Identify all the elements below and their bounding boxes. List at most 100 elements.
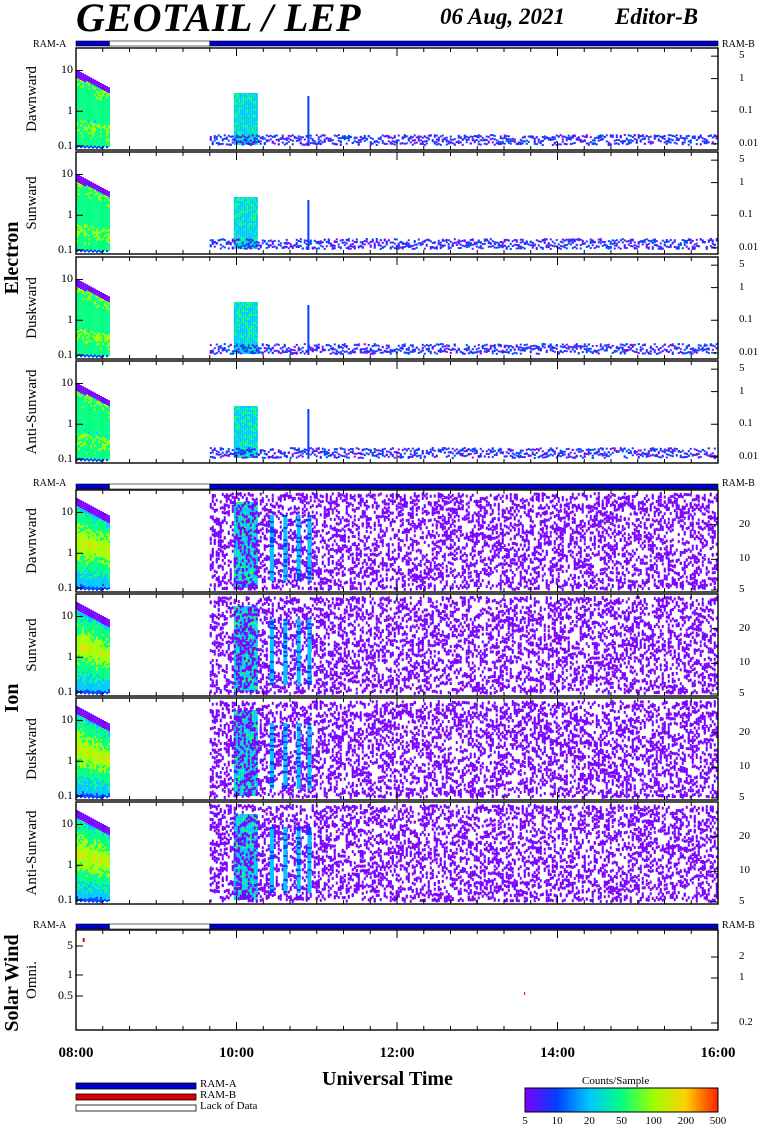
spectrogram-cell bbox=[84, 313, 86, 316]
spectrogram-cell bbox=[501, 246, 504, 249]
spectrogram-cell bbox=[255, 233, 258, 235]
spectrogram-cell bbox=[100, 204, 102, 207]
spectrogram-cell bbox=[94, 328, 96, 331]
spectrogram-cell bbox=[681, 141, 684, 144]
spectrogram-cell bbox=[235, 121, 238, 123]
spectrogram-cell bbox=[104, 340, 106, 343]
spectrogram-cell bbox=[407, 139, 410, 142]
spectrogram-cell bbox=[259, 347, 262, 350]
spectrogram-cell bbox=[367, 344, 370, 347]
spectrogram-cell bbox=[521, 136, 524, 139]
spectrogram-cell bbox=[90, 326, 92, 329]
spectrogram-cell bbox=[102, 241, 104, 244]
spectrogram-cell bbox=[241, 314, 244, 316]
spectrogram-cell bbox=[102, 143, 104, 146]
spectrogram-cell bbox=[233, 197, 236, 199]
spectrogram-cell bbox=[78, 213, 80, 216]
spectrogram-cell bbox=[102, 344, 104, 347]
spectrogram-cell bbox=[249, 308, 252, 310]
spectrogram-cell bbox=[441, 350, 444, 353]
spectrogram-cell bbox=[104, 318, 106, 321]
spectrogram-cell bbox=[80, 307, 82, 310]
spectrogram-cell bbox=[337, 134, 340, 137]
spectrogram-cell bbox=[92, 108, 94, 111]
spectrogram-cell bbox=[80, 246, 82, 249]
spectrogram-cell bbox=[86, 87, 88, 90]
spectrogram-cell bbox=[100, 242, 102, 245]
spectrogram-cell bbox=[667, 246, 670, 249]
spectrogram-cell bbox=[104, 338, 106, 341]
spectrogram-cell bbox=[631, 135, 634, 138]
spectrogram-cell bbox=[88, 349, 90, 352]
spectrogram-cell bbox=[545, 244, 548, 247]
spectrogram-cell bbox=[245, 203, 248, 205]
spectrogram-cell bbox=[92, 236, 94, 239]
spectrogram-cell bbox=[255, 213, 258, 215]
spectrogram-cell bbox=[106, 102, 108, 105]
spectrogram-cell bbox=[277, 139, 280, 142]
spectrogram-cell bbox=[90, 225, 92, 228]
spectrogram-cell bbox=[549, 349, 552, 352]
spectrogram-cell bbox=[527, 140, 530, 143]
spectrogram-cell bbox=[102, 235, 104, 238]
spectrogram-cell bbox=[80, 112, 82, 115]
spectrogram-cell bbox=[345, 238, 348, 241]
spectrogram-cell bbox=[463, 135, 466, 138]
spectrogram-cell bbox=[76, 331, 78, 333]
spectrogram-cell bbox=[90, 350, 92, 353]
spectrogram-cell bbox=[78, 99, 80, 102]
spectrogram-cell bbox=[253, 304, 256, 306]
spectrogram-cell bbox=[465, 244, 468, 247]
spectrogram-cell bbox=[78, 233, 80, 236]
spectrogram-cell bbox=[249, 324, 252, 326]
spectrogram-cell bbox=[88, 333, 90, 336]
spectrogram-cell bbox=[479, 244, 482, 247]
spectrogram-cell bbox=[441, 239, 444, 242]
spectrogram-cell bbox=[92, 345, 94, 348]
spectrogram-cell bbox=[491, 245, 494, 248]
spectrogram-cell bbox=[255, 123, 258, 125]
spectrogram-cell bbox=[82, 219, 84, 222]
spectrogram-cell bbox=[583, 348, 586, 351]
spectrogram-cell bbox=[553, 350, 556, 353]
spectrogram-cell bbox=[98, 306, 100, 309]
spectrogram-cell bbox=[239, 111, 242, 113]
spectrogram-cell bbox=[84, 319, 86, 322]
spectrogram-cell bbox=[239, 314, 242, 316]
spectrogram-cell bbox=[108, 223, 110, 226]
spectrogram-cell bbox=[84, 210, 86, 213]
spectrogram-cell bbox=[381, 346, 384, 349]
spectrogram-cell bbox=[92, 313, 94, 316]
spectrogram-cell bbox=[387, 350, 390, 353]
spectrogram-cell bbox=[519, 343, 522, 346]
spectrogram-cell bbox=[251, 133, 254, 135]
spectrogram-cell bbox=[253, 235, 256, 237]
spectrogram-cell bbox=[245, 133, 248, 135]
spectrogram-cell bbox=[100, 88, 102, 91]
spectrogram-cell bbox=[76, 281, 78, 283]
spectrogram-cell bbox=[98, 105, 100, 108]
spectrogram-cell bbox=[243, 336, 246, 338]
spectrogram-cell bbox=[88, 325, 90, 328]
spectrogram-cell bbox=[104, 143, 106, 146]
spectrogram-cell bbox=[82, 105, 84, 108]
spectrogram-cell bbox=[76, 84, 78, 86]
spectrogram-cell bbox=[379, 348, 382, 351]
spectrogram-cell bbox=[557, 247, 560, 250]
spectrogram-cell bbox=[281, 351, 284, 354]
spectrogram-cell bbox=[108, 310, 110, 313]
spectrogram-cell bbox=[88, 309, 90, 312]
spectrogram-cell bbox=[82, 328, 84, 331]
spectrogram-cell bbox=[457, 242, 460, 245]
spectrogram-cell bbox=[465, 241, 468, 244]
spectrogram-cell bbox=[699, 134, 702, 137]
spectrogram-cell bbox=[249, 328, 252, 330]
spectrogram-cell bbox=[96, 297, 98, 300]
spectrogram-cell bbox=[599, 348, 602, 351]
spectrogram-cell bbox=[683, 138, 686, 141]
spectrogram-cell bbox=[84, 96, 86, 99]
spectrogram-cell bbox=[251, 99, 254, 101]
spectrogram-cell bbox=[76, 82, 78, 84]
spectrogram-cell bbox=[243, 247, 246, 250]
spectrogram-cell bbox=[233, 239, 236, 242]
